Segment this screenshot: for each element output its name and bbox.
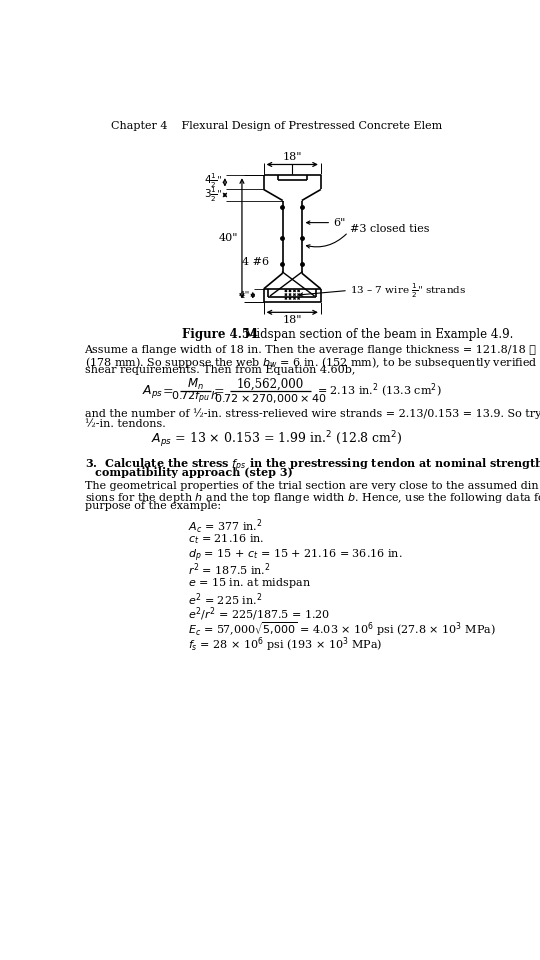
Text: 13 – 7 wire $\frac{1}{2}$" strands: 13 – 7 wire $\frac{1}{2}$" strands bbox=[349, 281, 466, 300]
Text: (178 mm). So suppose the web $b_w$ = 6 in. (152 mm), to be subsequently verified: (178 mm). So suppose the web $b_w$ = 6 i… bbox=[85, 355, 537, 370]
Text: =: = bbox=[214, 385, 225, 397]
Text: $f_s$ = 28 $\times$ 10$^6$ psi (193 $\times$ 10$^3$ MPa): $f_s$ = 28 $\times$ 10$^6$ psi (193 $\ti… bbox=[187, 635, 382, 654]
Text: #3 closed ties: #3 closed ties bbox=[350, 224, 429, 234]
Text: 18": 18" bbox=[282, 315, 302, 324]
Text: compatibility approach (step 3): compatibility approach (step 3) bbox=[96, 468, 293, 478]
Text: $4\frac{1}{2}$": $4\frac{1}{2}$" bbox=[204, 172, 222, 190]
Text: $r^2$ = 187.5 in.$^2$: $r^2$ = 187.5 in.$^2$ bbox=[187, 562, 271, 578]
Text: $d_p$ = 15 + $c_t$ = 15 + 21.16 = 36.16 in.: $d_p$ = 15 + $c_t$ = 15 + 21.16 = 36.16 … bbox=[187, 547, 402, 564]
Text: $e$ = 15 in. at midspan: $e$ = 15 in. at midspan bbox=[187, 576, 310, 590]
Text: $M_n$: $M_n$ bbox=[187, 376, 204, 392]
Text: The geometrical properties of the trial section are very close to the assumed di: The geometrical properties of the trial … bbox=[85, 481, 538, 491]
Text: $3\frac{1}{2}$": $3\frac{1}{2}$" bbox=[204, 186, 222, 204]
Text: $0.72f_{pu}\,h$: $0.72f_{pu}\,h$ bbox=[171, 390, 219, 406]
Text: sions for the depth $h$ and the top flange width $b$. Hence, use the following d: sions for the depth $h$ and the top flan… bbox=[85, 491, 540, 505]
Text: $0.72 \times 270{,}000 \times 40$: $0.72 \times 270{,}000 \times 40$ bbox=[214, 392, 327, 405]
Text: $A_c$ = 377 in.$^2$: $A_c$ = 377 in.$^2$ bbox=[187, 517, 262, 537]
Text: Midspan section of the beam in Example 4.9.: Midspan section of the beam in Example 4… bbox=[233, 327, 513, 341]
Text: 3.  Calculate the stress $f_{ps}$ in the prestressing tendon at nominal strength: 3. Calculate the stress $f_{ps}$ in the … bbox=[85, 457, 540, 474]
Text: 4": 4" bbox=[238, 291, 249, 300]
Text: $E_c$ = 57,000$\sqrt{5{,}000}$ = 4.03 $\times$ 10$^6$ psi (27.8 $\times$ 10$^3$ : $E_c$ = 57,000$\sqrt{5{,}000}$ = 4.03 $\… bbox=[187, 620, 495, 638]
Text: $A_{ps}$: $A_{ps}$ bbox=[142, 383, 163, 399]
Text: $A_{ps}$ = 13 $\times$ 0.153 = 1.99 in.$^2$ (12.8 cm$^2$): $A_{ps}$ = 13 $\times$ 0.153 = 1.99 in.$… bbox=[151, 429, 402, 450]
Text: $c_t$ = 21.16 in.: $c_t$ = 21.16 in. bbox=[187, 533, 264, 546]
Text: Figure 4.54: Figure 4.54 bbox=[182, 327, 258, 341]
Text: Chapter 4    Flexural Design of Prestressed Concrete Elem: Chapter 4 Flexural Design of Prestressed… bbox=[111, 121, 442, 132]
Text: $e^2$ = 225 in.$^2$: $e^2$ = 225 in.$^2$ bbox=[187, 591, 262, 608]
Text: purpose of the example:: purpose of the example: bbox=[85, 501, 221, 512]
Text: 4 #6: 4 #6 bbox=[241, 257, 269, 267]
Text: and the number of ½-in. stress-relieved wire strands = 2.13/0.153 = 13.9. So try: and the number of ½-in. stress-relieved … bbox=[85, 408, 540, 419]
Text: = 2.13 in.$^2$ (13.3 cm$^2$): = 2.13 in.$^2$ (13.3 cm$^2$) bbox=[317, 382, 442, 400]
Text: 18": 18" bbox=[282, 153, 302, 162]
Text: shear requirements. Then from Equation 4.60b,: shear requirements. Then from Equation 4… bbox=[85, 366, 355, 375]
Text: =: = bbox=[163, 385, 173, 397]
Text: 40": 40" bbox=[219, 233, 238, 244]
Text: $e^2$/$r^2$ = 225/187.5 = 1.20: $e^2$/$r^2$ = 225/187.5 = 1.20 bbox=[187, 606, 330, 623]
Text: 16,562,000: 16,562,000 bbox=[237, 378, 304, 391]
Text: 6": 6" bbox=[333, 218, 345, 228]
Text: ½-in. tendons.: ½-in. tendons. bbox=[85, 419, 165, 428]
Text: Assume a flange width of 18 in. Then the average flange thickness = 121.8/18 ≅ 7: Assume a flange width of 18 in. Then the… bbox=[85, 345, 540, 354]
